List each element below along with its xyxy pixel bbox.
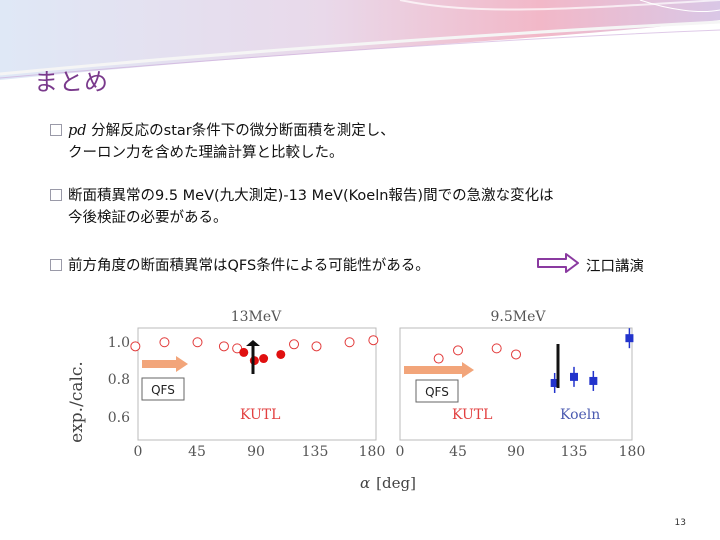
x-tick-label: 180: [359, 444, 386, 460]
data-point: [453, 345, 463, 356]
reference-label: 江口講演: [586, 259, 644, 275]
koeln-label: Koeln: [560, 407, 600, 423]
data-point: [491, 343, 502, 354]
data-point: [159, 337, 170, 348]
data-point: [511, 349, 521, 360]
bullet-2-line-2: 今後検証の必要がある。: [68, 210, 228, 226]
bullet-box-icon: [50, 259, 62, 271]
plot-frame-right: [399, 327, 633, 441]
bullet-1-line-2: クーロン力を含めた理論計算と比較した。: [68, 145, 344, 161]
slide-title: まとめ: [34, 68, 109, 96]
qfs-arrow-left-icon: [142, 356, 188, 372]
kutl-label-left: KUTL: [240, 407, 280, 423]
data-point: [239, 347, 249, 357]
bullet-1: pd 分解反応のstar条件下の微分断面積を測定し、 クーロン力を含めた理論計算…: [50, 120, 395, 164]
qfs-label-left: QFS: [151, 383, 175, 397]
plot-frame-left: [137, 327, 377, 441]
bullet-box-icon: [50, 124, 62, 136]
data-point: [589, 376, 598, 385]
scatter-9-5mev: [433, 328, 634, 393]
page-number: 13: [674, 518, 686, 528]
x-axis-label: α [deg]: [360, 474, 416, 492]
qfs-arrow-right-icon: [404, 362, 474, 378]
data-point: [344, 337, 355, 348]
data-point: [433, 353, 444, 364]
data-point: [192, 337, 203, 348]
data-point: [570, 372, 578, 381]
data-point: [130, 341, 141, 352]
bullet-2-line-1: 断面積異常の9.5 MeV(九大測定)-13 MeV(Koeln報告)間での急激…: [68, 188, 554, 204]
annotation-bar-top-13mev: [246, 340, 260, 346]
pd-symbol: pd: [68, 123, 87, 139]
panel-title-13mev: 13MeV: [231, 309, 282, 325]
data-point: [276, 349, 286, 359]
header-decoration: [0, 0, 720, 80]
bullet-box-icon: [50, 189, 62, 201]
comparison-figure: exp./calc. 1.0 0.8 0.6 13MeV 9.5MeV 0 45…: [67, 309, 646, 492]
bullet-1-line-1: 分解反応のstar条件下の微分断面積を測定し、: [86, 123, 395, 139]
x-axis-unit: [deg]: [376, 474, 416, 492]
x-axis-variable: α: [360, 474, 370, 492]
data-point: [311, 341, 322, 352]
qfs-box-right: [415, 379, 459, 403]
data-point: [368, 335, 379, 346]
x-tick-label: 135: [561, 444, 588, 460]
kutl-label-right: KUTL: [452, 407, 492, 423]
x-tick-label: 90: [247, 444, 265, 460]
data-point: [232, 343, 243, 354]
x-tick-label: 180: [619, 444, 646, 460]
y-tick-label: 0.6: [108, 410, 130, 426]
x-tick-label: 90: [507, 444, 525, 460]
data-point: [550, 378, 559, 387]
x-tick-label: 135: [302, 444, 329, 460]
x-tick-label: 45: [449, 444, 467, 460]
bullet-3-line-1: 前方角度の断面積異常はQFS条件による可能性がある。: [68, 258, 430, 274]
y-axis-label: exp./calc.: [67, 361, 87, 443]
data-point: [625, 334, 634, 343]
x-tick-label: 0: [396, 444, 405, 460]
x-tick-label: 0: [134, 444, 143, 460]
qfs-box-left: [141, 377, 185, 401]
bullet-2: 断面積異常の9.5 MeV(九大測定)-13 MeV(Koeln報告)間での急激…: [50, 185, 554, 229]
data-point: [289, 339, 300, 350]
qfs-label-right: QFS: [425, 385, 449, 399]
y-tick-label: 0.8: [108, 372, 130, 388]
data-point: [259, 354, 269, 364]
x-tick-label: 45: [188, 444, 206, 460]
panel-title-9-5mev: 9.5MeV: [491, 309, 547, 325]
bullet-3: 前方角度の断面積異常はQFS条件による可能性がある。: [50, 255, 430, 277]
y-tick-label: 1.0: [108, 335, 130, 351]
data-point: [218, 341, 229, 352]
right-arrow-icon: [537, 253, 579, 273]
